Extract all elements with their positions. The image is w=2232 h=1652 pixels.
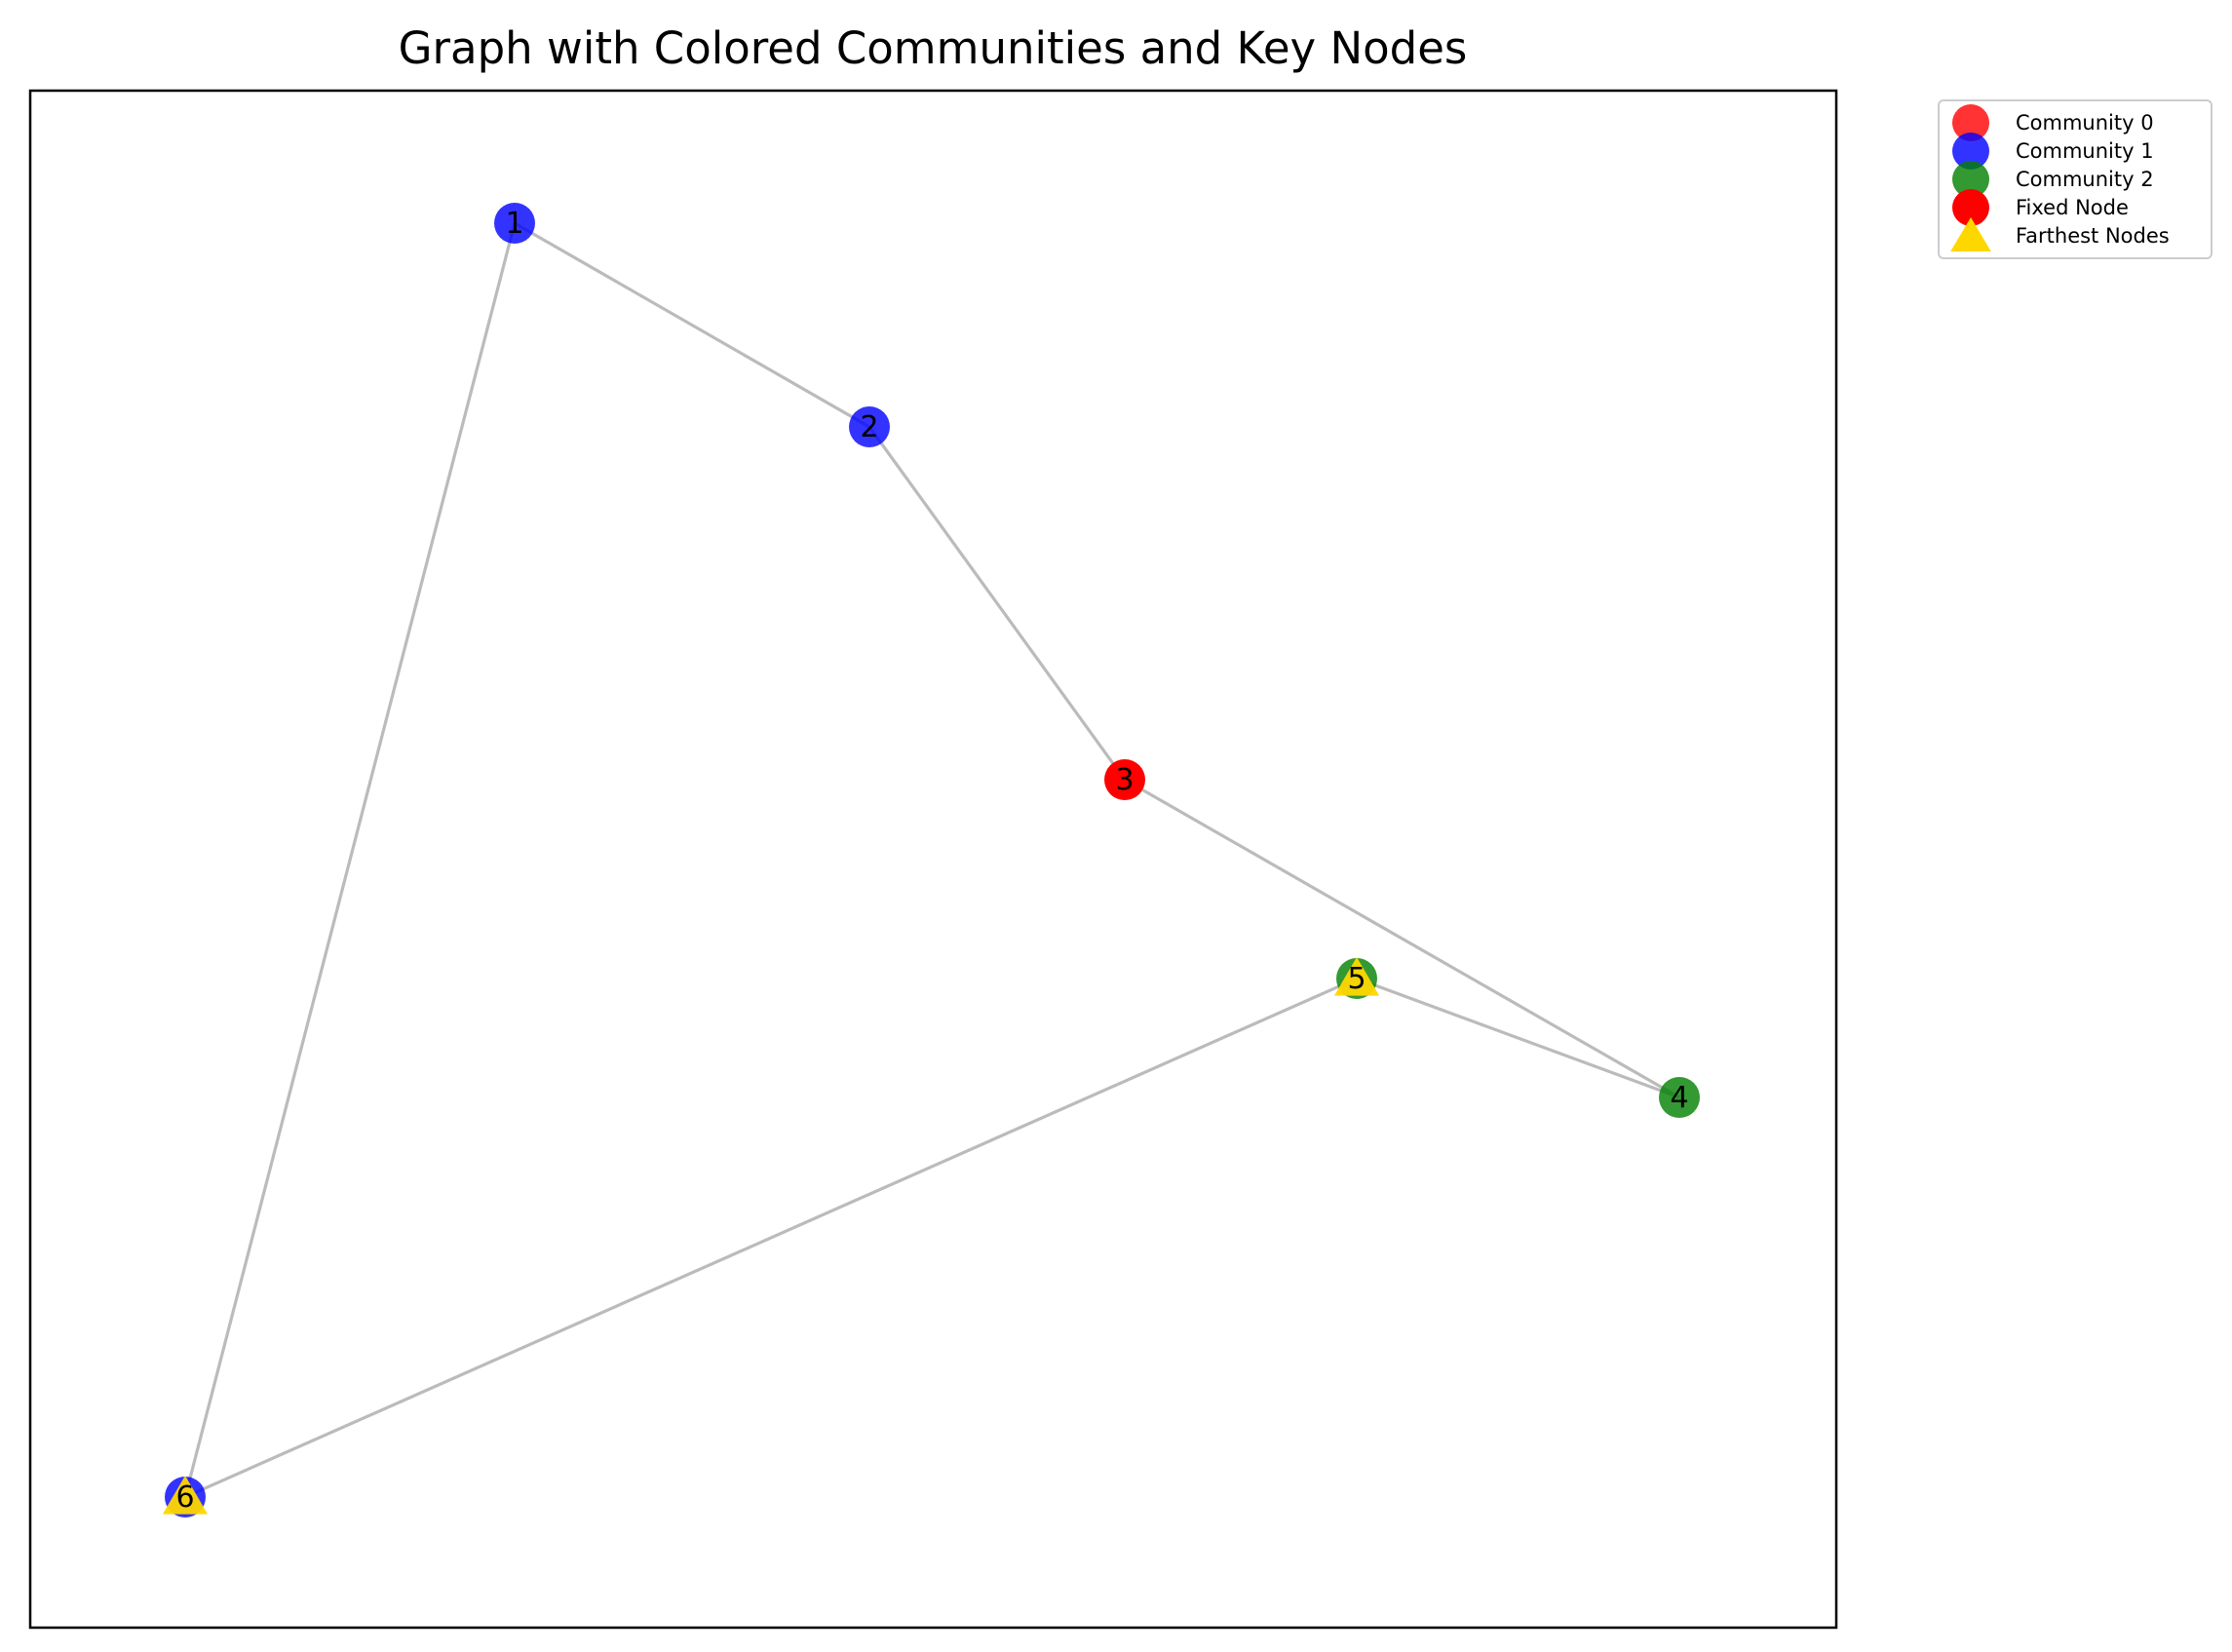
edge-5-6 <box>184 977 1358 1499</box>
legend-label: Fixed Node <box>2016 196 2129 219</box>
legend-marker-circle <box>1952 189 1989 226</box>
node-label: 2 <box>860 410 878 444</box>
edge-1-2 <box>514 221 870 429</box>
node-circle <box>849 406 890 447</box>
legend-frame <box>1938 99 2213 259</box>
farthest-node-marker <box>1333 957 1380 996</box>
node-circle <box>1659 1077 1700 1118</box>
node-label: 1 <box>505 207 523 241</box>
node-label: 3 <box>1115 763 1134 797</box>
nodes-layer: 1 2 3 4 5 6 <box>162 203 1700 1518</box>
edges-layer <box>183 221 1680 1499</box>
plot-frame <box>28 89 1838 1630</box>
node-6: 6 <box>162 1476 209 1518</box>
chart-title: Graph with Colored Communities and Key N… <box>399 22 1468 74</box>
legend-marker-circle <box>1952 161 1989 198</box>
node-circle <box>494 203 535 244</box>
node-3: 3 <box>1104 759 1145 800</box>
node-label: 5 <box>1347 962 1366 996</box>
farthest-node-marker <box>162 1476 209 1515</box>
node-label: 6 <box>175 1480 194 1515</box>
node-1: 1 <box>494 203 535 244</box>
edge-4-5 <box>1356 977 1680 1099</box>
legend-label: Community 0 <box>2016 111 2154 134</box>
edge-6-1 <box>183 222 517 1498</box>
node-label: 4 <box>1670 1081 1688 1115</box>
legend-marker-circle <box>1952 104 1989 141</box>
legend-marker-triangle <box>1950 217 1991 252</box>
edge-3-4 <box>1124 778 1680 1099</box>
legend: Community 0 Community 1 Community 2 Fixed N… <box>1938 99 2213 259</box>
edge-2-3 <box>867 426 1127 781</box>
legend-marker-circle <box>1952 133 1989 170</box>
node-2: 2 <box>849 406 890 447</box>
legend-label: Farthest Nodes <box>2016 224 2170 248</box>
legend-label: Community 2 <box>2016 168 2154 191</box>
node-4: 4 <box>1659 1077 1700 1118</box>
node-5: 5 <box>1333 957 1380 999</box>
legend-label: Community 1 <box>2016 139 2154 163</box>
node-circle <box>1104 759 1145 800</box>
